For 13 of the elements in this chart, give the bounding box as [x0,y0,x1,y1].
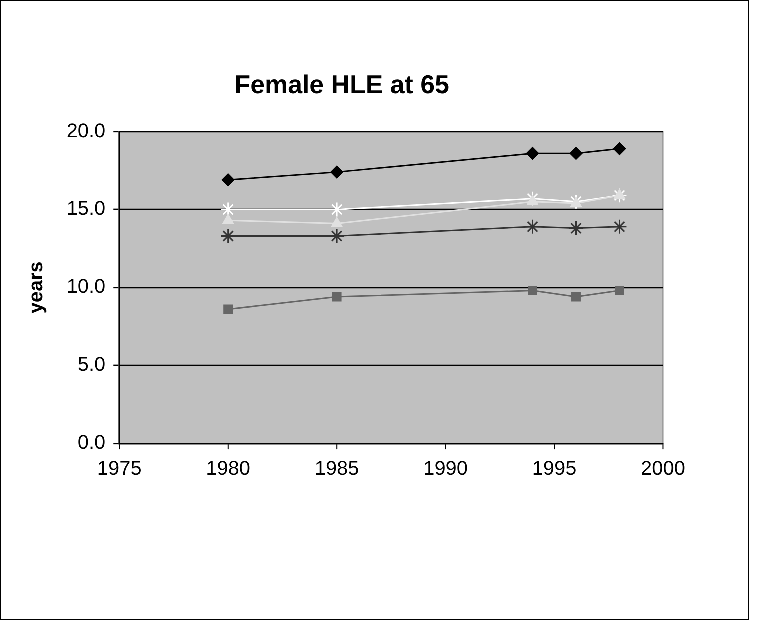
x-tick-label: 2000 [641,458,686,480]
y-tick-label: 0.0 [78,432,106,454]
y-tick-label: 15.0 [66,198,106,220]
y-axis-title: years [25,262,48,314]
x-tick-label: 1990 [424,458,468,480]
chart-title: Female HLE at 65 [234,71,450,100]
x-tick-label: 1995 [532,458,577,480]
x-tick-label: 1975 [97,458,142,480]
y-tick-label: 10.0 [66,276,106,298]
x-tick-label: 1985 [314,458,360,480]
y-tick-label: 20.0 [66,120,106,142]
x-tick-label: 1980 [206,458,251,480]
y-tick-label: 5.0 [78,354,106,376]
